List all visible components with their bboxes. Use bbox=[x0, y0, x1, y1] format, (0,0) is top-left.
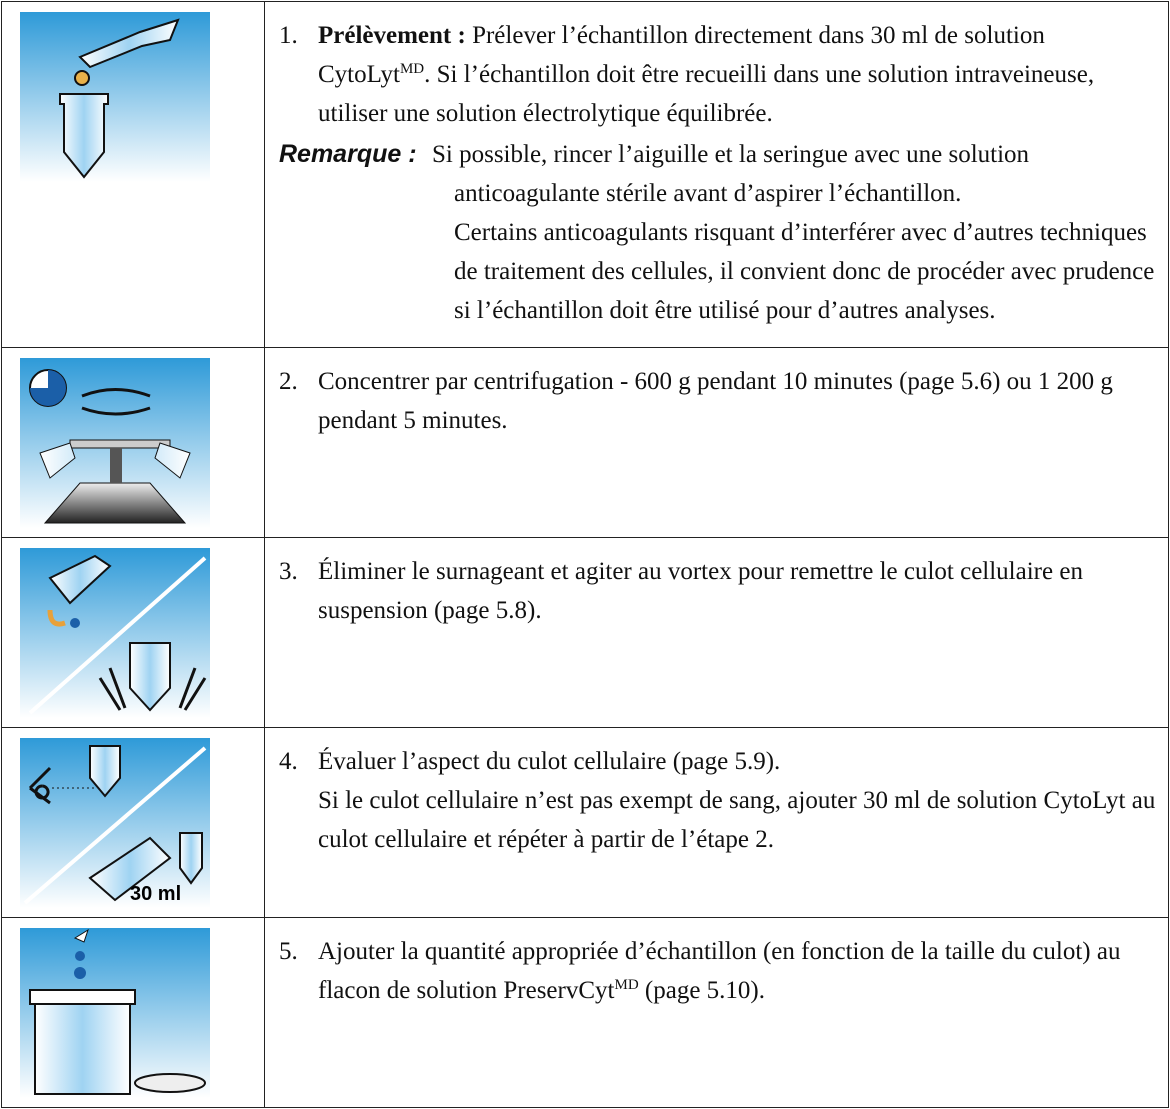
text: Prélever l’échantillon directement dans … bbox=[318, 22, 1045, 88]
step-text: Concentrer par centrifugation - 600 g pe… bbox=[318, 368, 1113, 434]
text-cell: 3. Éliminer le surnageant et agiter au vo… bbox=[264, 537, 1169, 728]
step-number: 4. bbox=[279, 748, 298, 775]
step-text: Évaluer l’aspect du culot cellulaire (pa… bbox=[318, 748, 781, 775]
step-row: 5. Ajouter la quantité appropriée d’échan… bbox=[1, 917, 1169, 1108]
text: Ajouter la quantité appropriée d’échanti… bbox=[318, 938, 1121, 1004]
step-row: 1. Prélèvement : Prélever l’échantillon … bbox=[1, 1, 1169, 348]
step-number: 2. bbox=[279, 368, 298, 395]
step-title: Prélèvement : bbox=[318, 22, 466, 49]
note-label: Remarque : bbox=[279, 140, 417, 168]
note-text: Si possible, rincer l’aiguille et la ser… bbox=[432, 141, 1030, 207]
step-text: Éliminer le surnageant et agiter au vort… bbox=[318, 558, 1083, 624]
step-text: Ajouter la quantité appropriée d’échanti… bbox=[318, 932, 1162, 1010]
step-number: 1. bbox=[279, 22, 298, 49]
note-text: Certains anticoagulants risquant d’inter… bbox=[454, 219, 1155, 324]
superscript: MD bbox=[614, 977, 639, 993]
step-text: Si le culot cellulaire n’est pas exempt … bbox=[318, 787, 1156, 853]
note: Remarque : Si possible, rincer l’aiguill… bbox=[279, 135, 1162, 330]
text-cell: 5. Ajouter la quantité appropriée d’échan… bbox=[264, 917, 1169, 1108]
icon-cell bbox=[1, 347, 265, 538]
icon-cell bbox=[1, 917, 265, 1108]
icon-cell bbox=[1, 1, 265, 348]
sampling-icon bbox=[20, 12, 210, 182]
vial-icon bbox=[20, 928, 210, 1098]
icon-cell: 30 ml bbox=[1, 727, 265, 918]
text-cell: 1. Prélèvement : Prélever l’échantillon … bbox=[264, 1, 1169, 348]
step-number: 5. bbox=[279, 938, 298, 965]
text: . Si l’échantillon doit être recueilli d… bbox=[318, 61, 1095, 127]
text: (page 5.10). bbox=[638, 977, 765, 1004]
superscript: MD bbox=[399, 61, 425, 77]
step-row: 30 ml 4. Évaluer l’aspect du culot cellul… bbox=[1, 727, 1169, 918]
evaluate-icon: 30 ml bbox=[20, 738, 210, 908]
icon-label: 30 ml bbox=[130, 883, 181, 905]
step-text: Prélèvement : Prélever l’échantillon dir… bbox=[318, 16, 1162, 133]
step-row: 3. Éliminer le surnageant et agiter au vo… bbox=[1, 537, 1169, 728]
text-cell: 2. Concentrer par centrifugation - 600 g … bbox=[264, 347, 1169, 538]
step-number: 3. bbox=[279, 558, 298, 585]
text-cell: 4. Évaluer l’aspect du culot cellulaire (… bbox=[264, 727, 1169, 918]
centrifuge-icon bbox=[20, 358, 210, 528]
icon-cell bbox=[1, 537, 265, 728]
vortex-icon bbox=[20, 548, 210, 718]
step: 1. Prélèvement : Prélever l’échantillon … bbox=[279, 16, 1162, 133]
step-row: 2. Concentrer par centrifugation - 600 g … bbox=[1, 347, 1169, 538]
